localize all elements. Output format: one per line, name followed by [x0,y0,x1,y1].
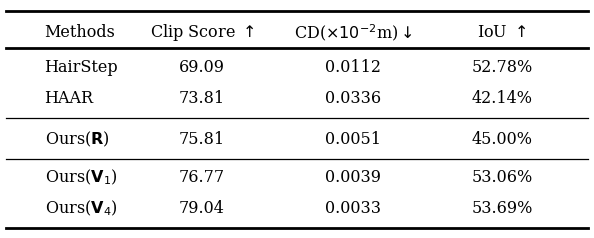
Text: Methods: Methods [45,24,115,41]
Text: 0.0051: 0.0051 [326,131,381,148]
Text: HairStep: HairStep [45,59,118,76]
Text: 53.69%: 53.69% [471,200,533,217]
Text: 76.77: 76.77 [179,169,225,186]
Text: 0.0112: 0.0112 [326,59,381,76]
Text: 0.0336: 0.0336 [326,90,381,107]
Text: 0.0033: 0.0033 [326,200,381,217]
Text: Clip Score $\uparrow$: Clip Score $\uparrow$ [150,22,254,43]
Text: 79.04: 79.04 [179,200,225,217]
Text: 69.09: 69.09 [179,59,225,76]
Text: 45.00%: 45.00% [472,131,532,148]
Text: HAAR: HAAR [45,90,94,107]
Text: 75.81: 75.81 [179,131,225,148]
Text: 52.78%: 52.78% [471,59,533,76]
Text: CD($\times10^{-2}$m)$\downarrow$: CD($\times10^{-2}$m)$\downarrow$ [294,22,413,43]
Text: Ours($\mathbf{V}_1$): Ours($\mathbf{V}_1$) [45,168,117,187]
Text: Ours($\mathbf{R}$): Ours($\mathbf{R}$) [45,130,109,149]
Text: IoU $\uparrow$: IoU $\uparrow$ [477,24,527,41]
Text: 73.81: 73.81 [179,90,225,107]
Text: 42.14%: 42.14% [472,90,532,107]
Text: Ours($\mathbf{V}_4$): Ours($\mathbf{V}_4$) [45,198,117,218]
Text: 53.06%: 53.06% [471,169,533,186]
Text: 0.0039: 0.0039 [326,169,381,186]
